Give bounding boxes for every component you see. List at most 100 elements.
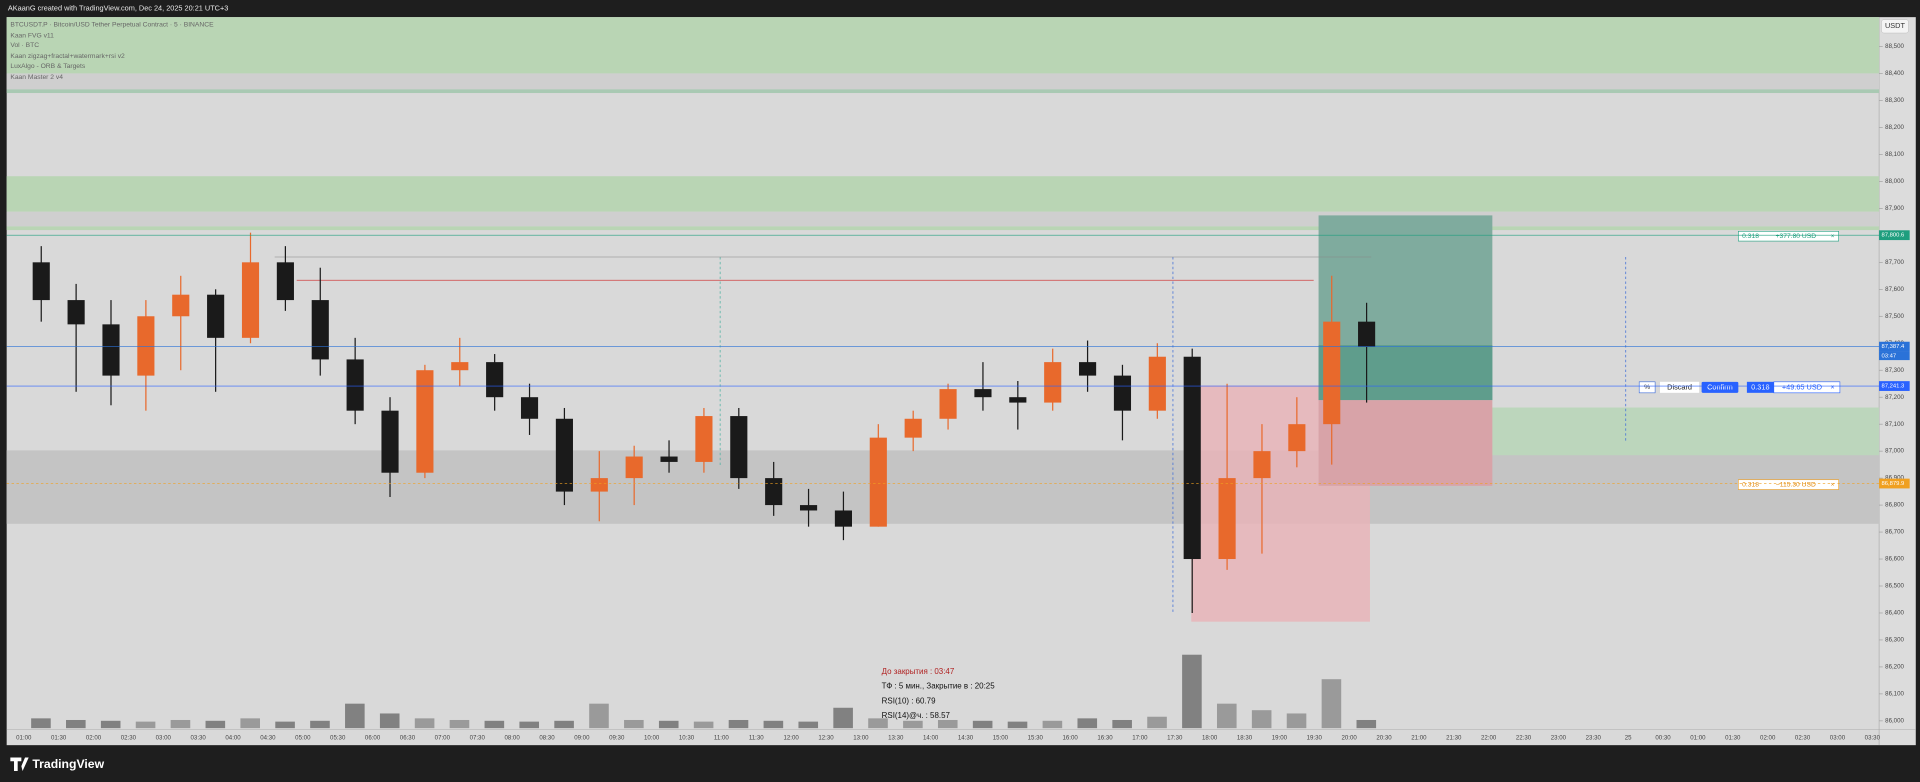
logo	[10, 757, 29, 771]
x-tick-label: 22:30	[1516, 735, 1532, 742]
x-tick-label: 17:30	[1167, 735, 1183, 742]
volume-bar	[66, 719, 86, 729]
x-tick-label: 03:30	[1865, 735, 1881, 742]
x-tick-label: 00:30	[1655, 735, 1671, 742]
discard-button[interactable]	[1660, 381, 1700, 393]
x-tick-label: 04:00	[225, 735, 241, 742]
x-tick-label: 02:00	[86, 735, 102, 742]
zone	[6, 89, 1880, 94]
legend-item: Kaan Master 2 v4	[10, 74, 63, 81]
x-tick-label: 14:00	[923, 735, 939, 742]
candle-body	[1253, 451, 1271, 479]
x-tick-label: 12:00	[783, 735, 799, 742]
pnl-box	[1773, 381, 1841, 394]
brand: TradingView	[32, 757, 104, 771]
y-tick-label: 86,200	[1885, 664, 1904, 671]
candle-body	[974, 389, 992, 398]
position-pnl: −115.30 USD	[1776, 481, 1816, 488]
x-tick-label: 22:00	[1481, 735, 1497, 742]
info-line: До закрытия : 03:47	[882, 667, 955, 676]
close-button[interactable]: ×	[1831, 233, 1835, 240]
zone	[6, 73, 1880, 90]
plot	[6, 232, 1880, 729]
pnl: +49.65 USD	[1782, 382, 1822, 391]
y-tick-label: 87,300	[1885, 367, 1904, 374]
candle-body	[276, 262, 294, 301]
x-tick-label: 17:00	[1132, 735, 1148, 742]
y-tick-label: 86,300	[1885, 637, 1904, 644]
volume-bar	[1042, 720, 1063, 729]
confirm-button[interactable]	[1701, 381, 1739, 393]
y-tick-label: 87,200	[1885, 394, 1904, 401]
close-button[interactable]: ×	[1831, 481, 1835, 488]
y-tick-label: 87,700	[1885, 259, 1904, 266]
price-tag	[1879, 230, 1910, 241]
price-tag	[1879, 351, 1910, 361]
candle-body	[1358, 321, 1376, 347]
y-tick-label: 86,800	[1885, 502, 1904, 509]
x-tick-label: 02:30	[1795, 735, 1811, 742]
candle-body	[1148, 356, 1166, 411]
volume-bar	[345, 703, 365, 729]
volume-bar	[589, 703, 609, 729]
y-tick-label: 87,600	[1885, 286, 1904, 293]
volume-bar	[903, 720, 923, 729]
x-tick-label: 18:00	[1202, 735, 1218, 742]
volume-bar	[728, 719, 749, 729]
x-tick-label: 21:30	[1446, 735, 1462, 742]
percent-button[interactable]	[1638, 381, 1656, 394]
candle-body	[869, 437, 887, 527]
y-tick-label: 87,000	[1885, 448, 1904, 455]
info-line: RSI(14)@ч. : 58.57	[882, 711, 951, 720]
volume-bar	[798, 721, 819, 729]
volume-bar	[1251, 710, 1272, 729]
volume-bar	[658, 720, 679, 729]
y-tick-label: 86,400	[1885, 610, 1904, 617]
candle-body	[939, 389, 957, 419]
x-tick-label: 12:30	[818, 735, 834, 742]
volume-bar	[1356, 719, 1377, 729]
volume-bar	[693, 721, 714, 729]
x-tick-label: 03:30	[191, 735, 207, 742]
x-tick-label: 01:00	[1690, 735, 1706, 742]
candle-body	[695, 416, 713, 462]
close-button[interactable]: ×	[1830, 382, 1834, 391]
candle-body	[834, 510, 853, 527]
candle-body	[590, 478, 608, 492]
price-tag-label: 87,800.6	[1882, 233, 1905, 239]
y-tick-label: 87,500	[1885, 313, 1904, 320]
candle-body	[486, 362, 504, 398]
volume-bar	[763, 720, 784, 729]
candle-body	[241, 262, 260, 338]
confirm[interactable]: Confirm	[1707, 382, 1733, 391]
legend-item: LuxAlgo - ORB & Targets	[10, 63, 86, 70]
position-label: 0.318 +377.80 USD × 0.318 −115.30 USD ×	[1738, 230, 1839, 490]
candle-body	[346, 359, 364, 411]
volume-bar	[1112, 719, 1132, 729]
discard[interactable]: Discard	[1667, 382, 1692, 391]
x-tick-label: 11:00	[714, 735, 729, 742]
volume-bar	[833, 707, 853, 729]
volume-bar	[554, 720, 574, 729]
volume-bar	[1321, 679, 1342, 729]
candle-body	[625, 456, 643, 479]
volume-bar	[1286, 713, 1307, 729]
x-tick-label: 21:00	[1411, 735, 1427, 742]
x-tick-label: 02:00	[1760, 735, 1776, 742]
x-tick-label: 25	[1625, 735, 1632, 742]
candle-body	[660, 456, 678, 462]
range-zone	[6, 450, 1880, 524]
order-panel: % Discard Confirm 0.318 +49.65 USD ×	[1638, 381, 1841, 394]
x-tick-label: 19:30	[1307, 735, 1323, 742]
position-qty: 0.318	[1742, 233, 1759, 240]
x-tick-label: 01:30	[1725, 735, 1741, 742]
x-tick-label: 20:30	[1376, 735, 1392, 742]
currency[interactable]: USDT	[1885, 21, 1905, 30]
info-line: ТФ : 5 мин., Закрытие в : 20:25	[882, 682, 996, 691]
currency-button[interactable]	[1881, 19, 1909, 34]
x-tick-label: 23:00	[1551, 735, 1567, 742]
candle-body	[1288, 424, 1306, 452]
percent[interactable]: %	[1644, 384, 1650, 391]
